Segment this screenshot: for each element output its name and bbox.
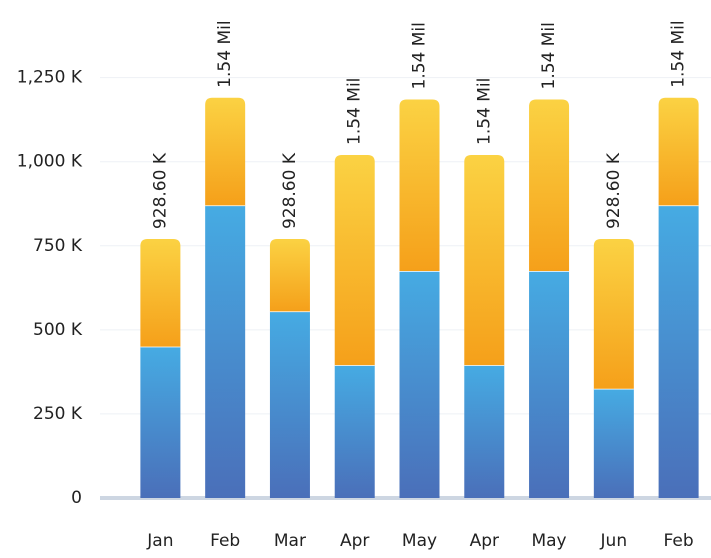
total-label: 1.54 Mil: [669, 20, 689, 87]
total-label: 1.54 Mil: [410, 22, 430, 89]
total-label: 928.60 K: [150, 152, 170, 229]
y-tick-label: 1,250 K: [17, 68, 83, 88]
total-label: 1.54 Mil: [215, 20, 235, 87]
x-tick-label: Jun: [600, 531, 628, 551]
x-tick-label: Feb: [664, 531, 694, 551]
bar-segment: [464, 365, 505, 498]
x-tick-label: May: [402, 531, 437, 551]
bar-segment: [334, 154, 375, 366]
bar-segment: [269, 311, 310, 498]
bar-segment: [399, 99, 440, 271]
bar-segment: [464, 154, 505, 366]
total-label: 928.60 K: [604, 152, 624, 229]
x-tick-label: Feb: [210, 531, 240, 551]
bar-segment: [334, 365, 375, 498]
y-tick-label: 750 K: [33, 236, 83, 256]
y-tick-label: 1,000 K: [17, 152, 83, 172]
x-tick-label: Mar: [274, 531, 306, 551]
total-label: 1.54 Mil: [345, 78, 365, 145]
bar-segment: [140, 239, 181, 347]
bar-segment: [593, 388, 634, 498]
bar-segment: [205, 205, 246, 498]
bar-segment: [658, 205, 699, 498]
bar-segment: [205, 97, 246, 206]
y-tick-label: 250 K: [33, 404, 83, 424]
bar-segment: [399, 271, 440, 498]
y-tick-label: 0: [71, 488, 82, 508]
bar-segment: [140, 346, 181, 498]
bar-segment: [593, 239, 634, 389]
x-tick-label: Jan: [146, 531, 173, 551]
x-tick-label: Apr: [470, 531, 499, 551]
total-label: 1.54 Mil: [474, 78, 494, 145]
x-tick-label: Apr: [340, 531, 369, 551]
bar-segment: [269, 239, 310, 312]
y-tick-label: 500 K: [33, 320, 83, 340]
x-tick-label: May: [531, 531, 566, 551]
total-label: 1.54 Mil: [539, 22, 559, 89]
bar-segment: [529, 271, 570, 498]
total-label: 928.60 K: [280, 152, 300, 229]
bar-segment: [529, 99, 570, 271]
bar-segment: [658, 97, 699, 206]
